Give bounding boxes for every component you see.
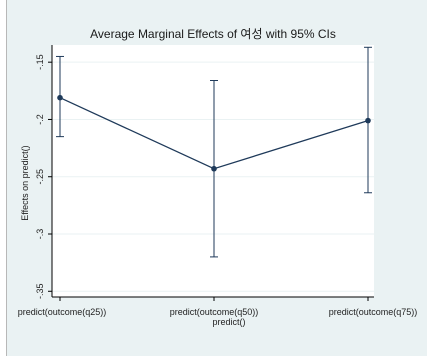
data-point bbox=[365, 117, 371, 124]
data-marks bbox=[56, 46, 372, 258]
y-tick-label: -.25 bbox=[35, 169, 45, 185]
y-tick-label: -.3 bbox=[35, 229, 45, 240]
chart-title: Average Marginal Effects of 여성 with 95% … bbox=[90, 27, 336, 41]
x-tick-label: predict(outcome(q25)) bbox=[18, 307, 107, 317]
y-tick-label: -.15 bbox=[35, 54, 45, 70]
data-point bbox=[57, 94, 63, 101]
axes: -.15 -.2 -.25 -.3 -.35 predict(outcome(q25)) p… bbox=[18, 45, 418, 317]
y-tick-label: -.2 bbox=[35, 114, 45, 125]
x-tick-label: predict(outcome(q75)) bbox=[329, 307, 418, 317]
y-tick-label: -.35 bbox=[35, 284, 45, 300]
x-tick-label: predict(outcome(q50)) bbox=[170, 307, 259, 317]
panel-divider bbox=[6, 0, 7, 356]
grid-lines bbox=[52, 61, 374, 292]
data-point bbox=[211, 165, 217, 172]
y-axis-title: Effects on predict() bbox=[20, 145, 30, 220]
x-axis-title: predict() bbox=[212, 317, 245, 327]
